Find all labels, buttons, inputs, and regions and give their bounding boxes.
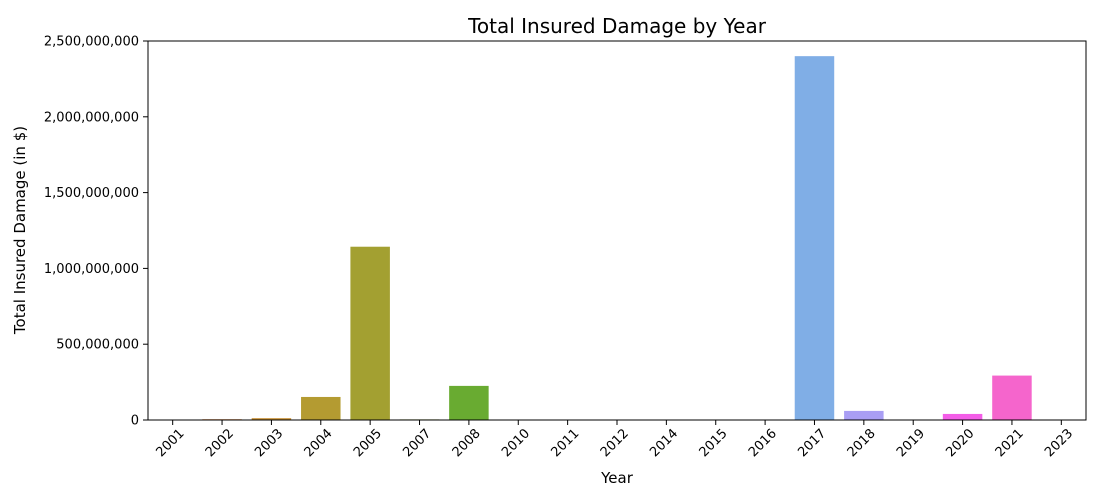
chart-title: Total Insured Damage by Year	[467, 14, 767, 38]
bar-2017	[794, 56, 835, 420]
bar-2003	[251, 418, 292, 420]
x-tick-label-2020: 2020	[943, 426, 977, 460]
y-tick-label: 1,000,000,000	[44, 262, 139, 277]
x-tick-label-2004: 2004	[302, 426, 336, 460]
x-tick-label-2021: 2021	[993, 426, 1027, 460]
x-tick-label-2012: 2012	[598, 426, 632, 460]
x-tick-label-2007: 2007	[400, 426, 434, 460]
x-tick-label-2015: 2015	[697, 426, 731, 460]
x-tick-label-2014: 2014	[647, 426, 681, 460]
bar-2021	[992, 375, 1032, 420]
x-tick-label-2016: 2016	[746, 426, 780, 460]
bars	[152, 56, 1082, 420]
bar-2004	[301, 396, 341, 420]
bar-2020	[942, 413, 983, 420]
x-tick-label-2005: 2005	[351, 426, 385, 460]
plot-frame	[147, 40, 1087, 421]
x-tick-label-2002: 2002	[203, 426, 237, 460]
y-axis-label: Total Insured Damage (in $)	[11, 126, 29, 335]
y-tick-label: 2,500,000,000	[44, 35, 139, 50]
bar-2005	[350, 246, 390, 420]
y-axis: 0 500,000,000 1,000,000,000 1,500,000,000 2,…	[44, 35, 148, 429]
bar-2008	[449, 385, 489, 420]
x-tick-label-2018: 2018	[845, 426, 879, 460]
x-tick-label-2011: 2011	[548, 426, 582, 460]
x-tick-label-2019: 2019	[894, 426, 928, 460]
x-axis: 2001 2002 2003 2004 2005 2007 2008 2010 2011 2012…	[154, 420, 1076, 460]
x-axis-label: Year	[600, 469, 634, 487]
x-tick-label-2003: 2003	[252, 426, 286, 460]
x-tick-label-2023: 2023	[1042, 426, 1076, 460]
y-tick-label: 500,000,000	[56, 338, 139, 353]
x-tick-label-2010: 2010	[499, 426, 533, 460]
bar-2018	[844, 410, 884, 420]
x-tick-label-2008: 2008	[450, 426, 484, 460]
y-tick-label: 0	[131, 414, 139, 429]
y-tick-label: 1,500,000,000	[44, 186, 139, 201]
x-tick-label-2017: 2017	[795, 426, 829, 460]
x-tick-label-2001: 2001	[154, 426, 188, 460]
y-tick-label: 2,000,000,000	[44, 110, 139, 125]
